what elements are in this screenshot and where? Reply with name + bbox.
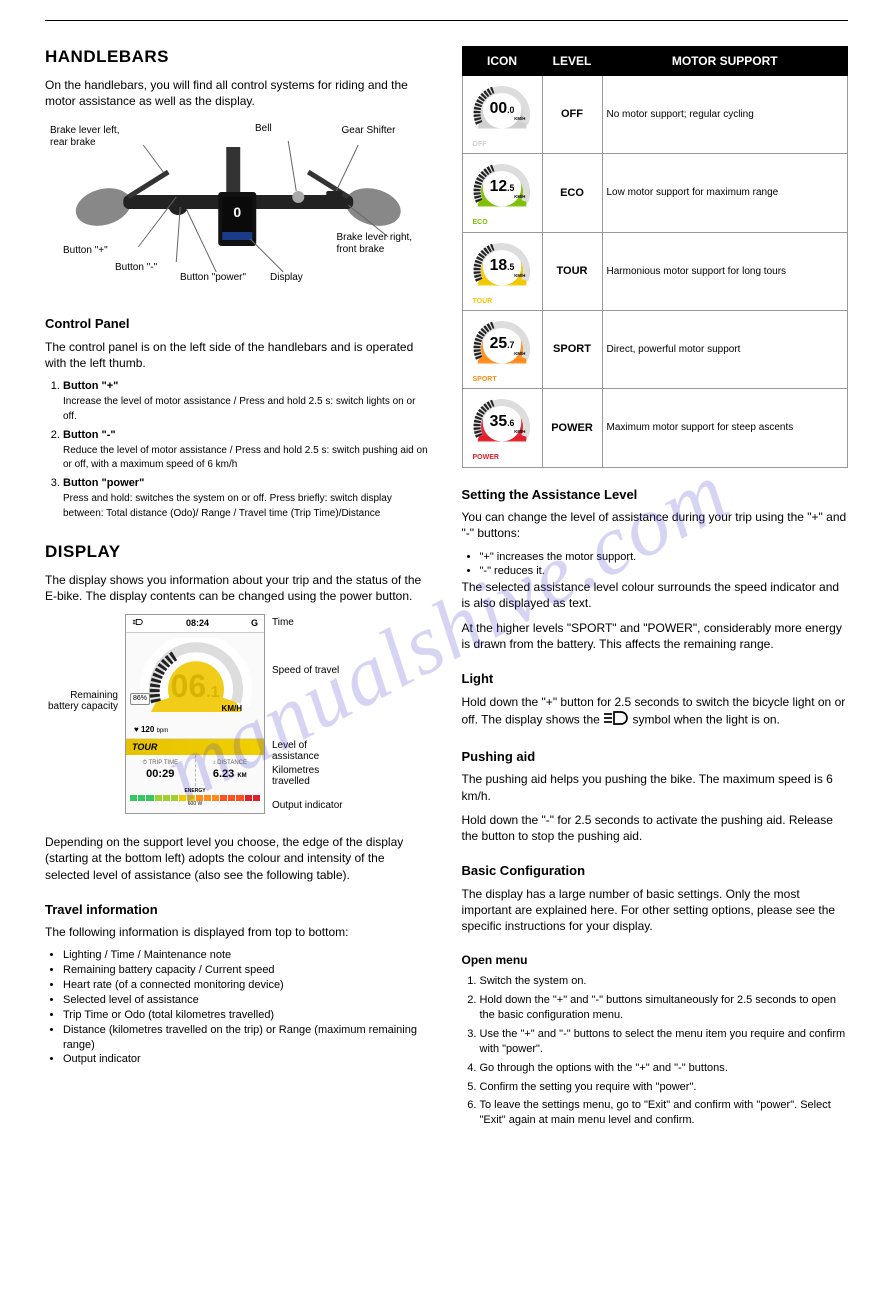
info-list-item: Distance (kilometres travelled on the tr…: [63, 1023, 432, 1053]
set-assist-bullets: "+" increases the motor support. "-" red…: [480, 550, 849, 580]
disp-stats: ⏱ TRIP TIME00:29 ↕ DISTANCE6.23 KM: [126, 755, 264, 786]
cap-battery: Remaining battery capacity: [43, 690, 118, 712]
assist-row: 00.0 KM/H OFF OFF No motor support; regu…: [462, 76, 848, 154]
th-level: LEVEL: [542, 47, 602, 76]
info-list-item: Lighting / Time / Maintenance note: [63, 948, 432, 963]
disp-g: G: [251, 617, 258, 630]
menu-list-item: Hold down the "+" and "-" buttons simult…: [480, 993, 849, 1023]
menu-list-item: Switch the system on.: [480, 974, 849, 989]
page-rule: [45, 20, 848, 21]
label-brake-right: Brake lever right, front brake: [337, 232, 432, 255]
set-assist-p3: At the higher levels "SPORT" and "POWER"…: [462, 620, 849, 652]
svg-text:KM/H: KM/H: [514, 351, 525, 356]
cap-speed: Speed of travel: [272, 665, 357, 676]
push-p1: The pushing aid helps you pushing the bi…: [462, 771, 849, 803]
label-power: Button "power": [180, 272, 246, 284]
set-assist-head: Setting the Assistance Level: [462, 486, 849, 504]
label-gear: Gear Shifter: [342, 125, 432, 137]
light-head: Light: [462, 670, 849, 688]
assist-row: 18.5 KM/H TOUR TOUR Harmonious motor sup…: [462, 232, 848, 310]
menu-list-item: Confirm the setting you require with "po…: [480, 1080, 849, 1095]
info-list-item: Heart rate (of a connected monitoring de…: [63, 978, 432, 993]
cap-km: Kilometres travelled: [272, 765, 357, 787]
menu-list-item: To leave the settings menu, go to "Exit"…: [480, 1098, 849, 1128]
svg-text:KM/H: KM/H: [514, 273, 525, 278]
cap-time: Time: [272, 617, 357, 628]
btn-power-title: Button "power": [63, 477, 144, 489]
svg-text:KM/H: KM/H: [514, 116, 525, 121]
left-column: HANDLEBARS On the handlebars, you will f…: [45, 46, 432, 1276]
disp-mode: TOUR: [126, 739, 264, 755]
control-panel-head: Control Panel: [45, 315, 432, 333]
info-list-item: Remaining battery capacity / Current spe…: [63, 963, 432, 978]
control-list: Button "+" Increase the level of motor as…: [63, 379, 432, 521]
disp-battery: 86%: [130, 693, 150, 704]
btn-minus-desc: Reduce the level of motor assistance / P…: [63, 445, 428, 471]
label-display: Display: [270, 272, 303, 284]
th-icon: ICON: [462, 47, 542, 76]
menu-list-item: Use the "+" and "-" buttons to select th…: [480, 1027, 849, 1057]
assist-row: 12.5 KM/H ECO ECO Low motor support for …: [462, 154, 848, 232]
svg-text:0: 0: [233, 204, 241, 220]
travel-info-list: Lighting / Time / Maintenance noteRemain…: [63, 948, 432, 1067]
display-heading: DISPLAY: [45, 541, 432, 564]
bullet-minus: "-" reduces it.: [480, 564, 849, 579]
bullet-plus: "+" increases the motor support.: [480, 550, 849, 565]
bc-head: Basic Configuration: [462, 862, 849, 880]
label-minus: Button "-": [115, 262, 157, 274]
assist-row: 25.7 KM/H SPORT SPORT Direct, powerful m…: [462, 311, 848, 389]
handlebars-intro: On the handlebars, you will find all con…: [45, 77, 432, 109]
travel-info-intro: The following information is displayed f…: [45, 924, 432, 940]
set-assist-p2: The selected assistance level colour sur…: [462, 579, 849, 611]
btn-plus-desc: Increase the level of motor assistance /…: [63, 396, 415, 422]
btn-plus-title: Button "+": [63, 380, 118, 392]
push-head: Pushing aid: [462, 748, 849, 766]
right-column: ICON LEVEL MOTOR SUPPORT 00.0 KM/H OFF O…: [462, 46, 849, 1276]
bc-text: The display has a large number of basic …: [462, 886, 849, 935]
menu-list: Switch the system on. Hold down the "+" a…: [480, 974, 849, 1128]
push-p2: Hold down the "-" for 2.5 seconds to act…: [462, 812, 849, 844]
cap-assist: Level of assistance: [272, 740, 357, 762]
set-assist-p1: You can change the level of assistance d…: [462, 509, 849, 541]
label-plus: Button "+": [63, 245, 108, 257]
menu-head: Open menu: [462, 952, 849, 968]
handlebars-heading: HANDLEBARS: [45, 46, 432, 69]
display-footer: Depending on the support level you choos…: [45, 834, 432, 883]
display-intro: The display shows you information about …: [45, 572, 432, 604]
disp-energy: ENERGY 600 W: [126, 786, 264, 810]
info-list-item: Output indicator: [63, 1052, 432, 1067]
control-panel-text: The control panel is on the left side of…: [45, 339, 432, 371]
th-support: MOTOR SUPPORT: [602, 47, 848, 76]
label-bell: Bell: [255, 123, 272, 135]
info-list-item: Trip Time or Odo (total kilometres trave…: [63, 1008, 432, 1023]
label-brake-left: Brake lever left, rear brake: [50, 125, 140, 148]
svg-text:KM/H: KM/H: [514, 194, 525, 199]
light-text: Hold down the "+" button for 2.5 seconds…: [462, 694, 849, 730]
btn-power-desc: Press and hold: switches the system on o…: [63, 493, 392, 519]
assist-row: 35.6 KM/H POWER POWER Maximum motor supp…: [462, 389, 848, 467]
handlebar-diagram: 0 Brake lever left, rear brake Bell Gear…: [45, 117, 432, 297]
disp-light-icon: [132, 617, 144, 630]
disp-speed-unit: KM/H: [222, 704, 242, 715]
disp-bpm: ♥ 120 bpm: [126, 723, 264, 739]
cap-output: Output indicator: [272, 800, 357, 811]
svg-text:KM/H: KM/H: [514, 429, 525, 434]
display-screenshot: 08:24 G 06.1 KM/H 86% ♥ 120 bpm TOUR: [125, 614, 265, 814]
headlight-icon: [603, 710, 629, 730]
assist-table: ICON LEVEL MOTOR SUPPORT 00.0 KM/H OFF O…: [462, 46, 849, 468]
travel-info-head: Travel information: [45, 901, 432, 919]
info-list-item: Selected level of assistance: [63, 993, 432, 1008]
disp-time: 08:24: [186, 617, 209, 630]
btn-minus-title: Button "-": [63, 429, 116, 441]
menu-list-item: Go through the options with the "+" and …: [480, 1061, 849, 1076]
